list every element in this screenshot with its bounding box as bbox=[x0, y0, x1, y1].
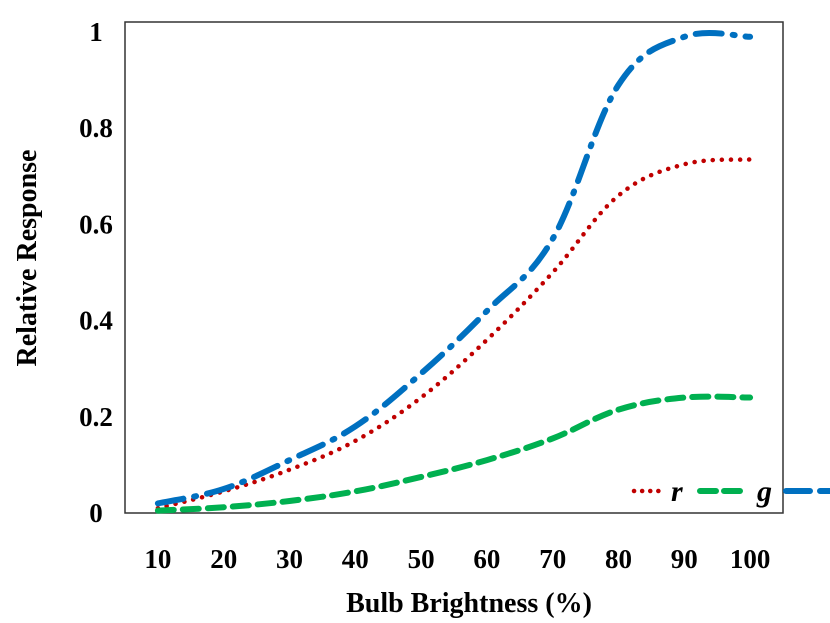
y-tick-label: 0 bbox=[89, 498, 103, 528]
series-line-r bbox=[155, 157, 753, 511]
plot-area-frame bbox=[124, 21, 784, 514]
legend-label-g: g bbox=[756, 475, 772, 508]
legend: rgb bbox=[631, 475, 830, 508]
legend-label-r: r bbox=[671, 475, 683, 508]
y-tick-label: 0.2 bbox=[79, 402, 113, 432]
x-tick-label: 80 bbox=[605, 544, 632, 574]
x-tick-label: 100 bbox=[730, 544, 771, 574]
y-axis-title: Relative Response bbox=[12, 150, 43, 367]
x-tick-label: 20 bbox=[210, 544, 237, 574]
x-tick-label: 10 bbox=[144, 544, 171, 574]
y-tick-label: 1 bbox=[89, 17, 103, 47]
series-lines bbox=[154, 29, 754, 514]
y-axis-ticks: 0 0.2 0.4 0.6 0.8 1 bbox=[79, 17, 113, 528]
x-axis-ticks: 10 20 30 40 50 60 70 80 90 100 bbox=[144, 544, 770, 574]
x-tick-label: 70 bbox=[539, 544, 566, 574]
series-line-g bbox=[154, 393, 754, 514]
x-tick-label: 40 bbox=[342, 544, 369, 574]
y-tick-label: 0.4 bbox=[79, 306, 113, 336]
x-axis-title: Bulb Brightness (%) bbox=[346, 588, 592, 619]
series-line-b bbox=[154, 29, 754, 507]
y-tick-label: 0.6 bbox=[79, 209, 113, 239]
x-tick-label: 60 bbox=[473, 544, 500, 574]
x-tick-label: 50 bbox=[408, 544, 435, 574]
y-tick-label: 0.8 bbox=[79, 113, 113, 143]
x-tick-label: 30 bbox=[276, 544, 303, 574]
x-tick-label: 90 bbox=[671, 544, 698, 574]
